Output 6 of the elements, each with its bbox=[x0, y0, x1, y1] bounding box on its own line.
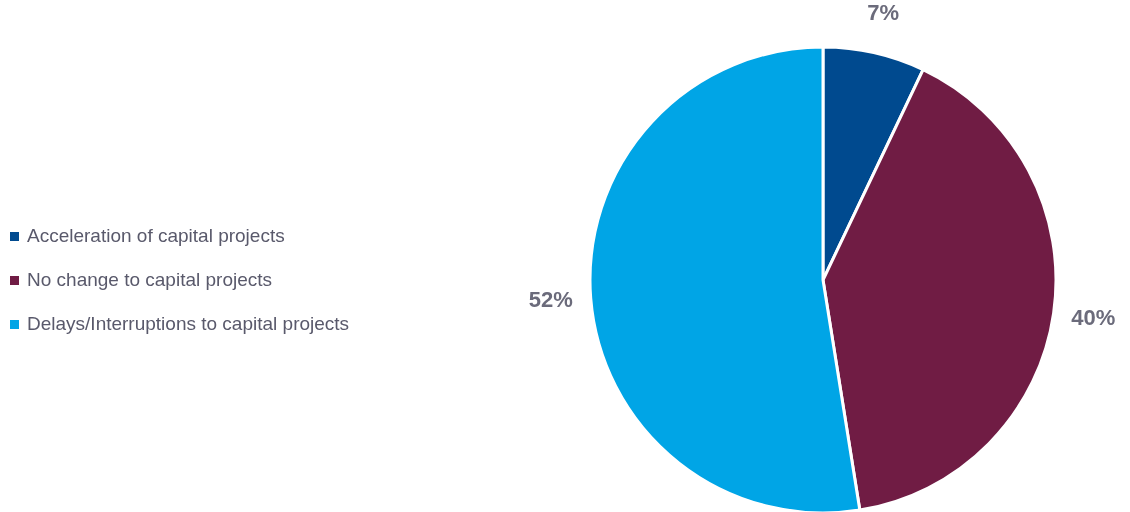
legend-label: Delays/Interruptions to capital projects bbox=[27, 313, 350, 335]
legend-label: Acceleration of capital projects bbox=[27, 225, 285, 247]
legend-label: No change to capital projects bbox=[27, 269, 273, 291]
data-label: 40% bbox=[1071, 304, 1116, 330]
data-label: 7% bbox=[867, 0, 900, 25]
data-label: 52% bbox=[528, 287, 573, 313]
